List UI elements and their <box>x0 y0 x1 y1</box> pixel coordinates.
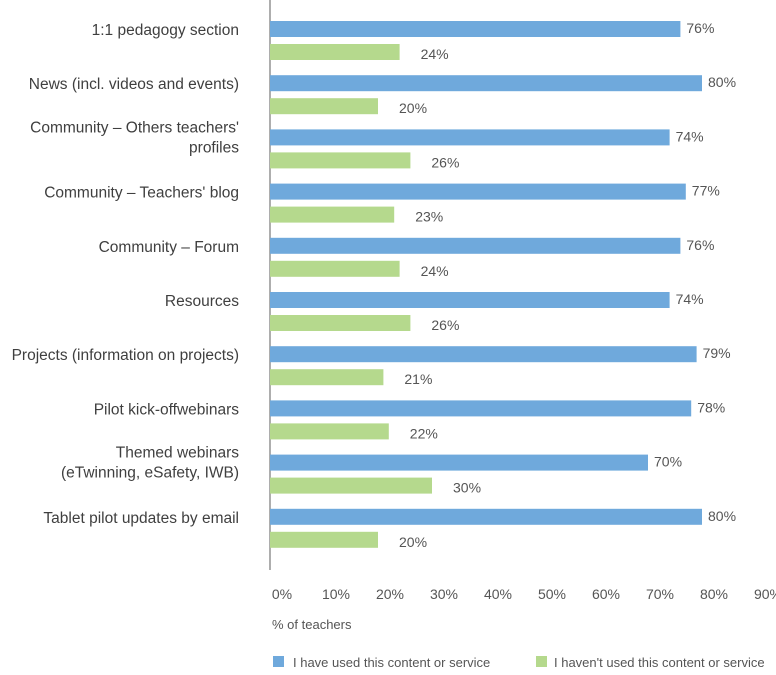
bar-used <box>270 400 692 417</box>
data-label: 76% <box>686 237 714 253</box>
category-label: 1:1 pedagogy section <box>92 22 239 39</box>
data-label: 20% <box>399 100 427 116</box>
x-tick-label: 0% <box>272 586 292 602</box>
category-label: News (incl. videos and events) <box>29 76 239 93</box>
x-tick-label: 50% <box>538 586 566 602</box>
legend-label-not-used: I haven't used this content or service <box>554 655 765 670</box>
bar-not-used <box>270 423 389 440</box>
data-label: 23% <box>415 209 443 225</box>
bar-not-used <box>270 152 411 169</box>
bar-not-used <box>270 531 378 548</box>
data-label: 30% <box>453 480 481 496</box>
x-tick-label: 90% <box>754 586 776 602</box>
x-tick-label: 40% <box>484 586 512 602</box>
category-label: profiles <box>189 139 239 156</box>
data-label: 74% <box>676 291 704 307</box>
bar-used <box>270 21 681 37</box>
bar-used <box>270 237 681 254</box>
bar-used <box>270 346 697 363</box>
category-label: Resources <box>165 293 239 310</box>
data-label: 74% <box>676 128 704 144</box>
data-label: 20% <box>399 534 427 550</box>
category-label: Community – Others teachers' <box>30 119 239 136</box>
legend-label-used: I have used this content or service <box>293 655 490 670</box>
x-tick-label: 20% <box>376 586 404 602</box>
category-label: Community – Forum <box>99 239 239 256</box>
category-label: Themed webinars <box>116 445 239 462</box>
data-label: 21% <box>404 371 432 387</box>
bar-not-used <box>270 98 378 115</box>
x-tick-label: 10% <box>322 586 350 602</box>
bar-not-used <box>270 477 432 494</box>
x-tick-label: 70% <box>646 586 674 602</box>
x-tick-label: 60% <box>592 586 620 602</box>
data-label: 76% <box>686 20 714 36</box>
bar-not-used <box>270 260 400 277</box>
bar-not-used <box>270 369 384 386</box>
x-axis-title: % of teachers <box>272 617 352 632</box>
category-label: Pilot kick-offwebinars <box>94 401 240 418</box>
data-label: 24% <box>421 46 449 62</box>
legend-swatch-used <box>273 656 284 667</box>
data-label: 80% <box>708 508 736 524</box>
bar-used <box>270 183 686 200</box>
category-label: Community – Teachers' blog <box>44 185 239 202</box>
bar-used <box>270 292 670 308</box>
bar-used <box>270 75 702 92</box>
data-label: 77% <box>692 183 720 199</box>
x-tick-label: 80% <box>700 586 728 602</box>
data-label: 80% <box>708 74 736 90</box>
category-label: (eTwinning, eSafety, IWB) <box>61 465 239 482</box>
bar-not-used <box>270 206 395 223</box>
data-label: 26% <box>431 154 459 170</box>
data-label: 24% <box>421 263 449 279</box>
data-label: 78% <box>697 399 725 415</box>
data-label: 26% <box>431 317 459 333</box>
bar-used <box>270 129 670 146</box>
bar-used <box>270 508 702 525</box>
bar-not-used <box>270 315 411 331</box>
legend-swatch-not-used <box>536 656 547 667</box>
category-label: Tablet pilot updates by email <box>43 510 239 527</box>
data-label: 22% <box>410 425 438 441</box>
bar-used <box>270 454 648 471</box>
x-tick-label: 30% <box>430 586 458 602</box>
data-label: 79% <box>703 345 731 361</box>
data-label: 70% <box>654 454 682 470</box>
bar-not-used <box>270 44 400 60</box>
category-label: Projects (information on projects) <box>12 347 239 364</box>
